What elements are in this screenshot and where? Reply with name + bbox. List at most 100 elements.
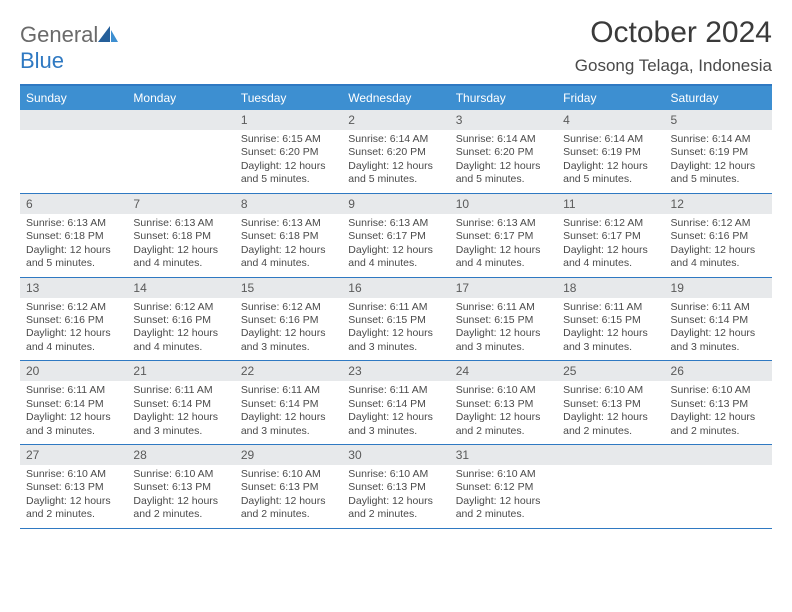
calendar-cell: 2Sunrise: 6:14 AMSunset: 6:20 PMDaylight… (342, 110, 449, 193)
daylight-text: Daylight: 12 hours and 3 minutes. (133, 411, 228, 438)
day-number: 17 (450, 278, 557, 298)
dayhdr-sat: Saturday (665, 86, 772, 110)
daylight-text: Daylight: 12 hours and 5 minutes. (563, 160, 658, 187)
sunset-text: Sunset: 6:13 PM (348, 481, 443, 494)
sunset-text: Sunset: 6:18 PM (241, 230, 336, 243)
day-number: 21 (127, 361, 234, 381)
day-number: 18 (557, 278, 664, 298)
day-number: 11 (557, 194, 664, 214)
calendar-head: Sunday Monday Tuesday Wednesday Thursday… (20, 86, 772, 110)
sunset-text: Sunset: 6:14 PM (26, 398, 121, 411)
day-number: 8 (235, 194, 342, 214)
daylight-text: Daylight: 12 hours and 4 minutes. (133, 327, 228, 354)
day-body: Sunrise: 6:10 AMSunset: 6:13 PMDaylight:… (20, 465, 127, 528)
sail-icon (98, 26, 118, 42)
daylight-text: Daylight: 12 hours and 3 minutes. (348, 327, 443, 354)
day-body: Sunrise: 6:11 AMSunset: 6:14 PMDaylight:… (235, 381, 342, 444)
day-number: 29 (235, 445, 342, 465)
calendar-row: 1Sunrise: 6:15 AMSunset: 6:20 PMDaylight… (20, 110, 772, 193)
dayhdr-sun: Sunday (20, 86, 127, 110)
day-body: Sunrise: 6:11 AMSunset: 6:15 PMDaylight:… (450, 298, 557, 361)
month-title: October 2024 (575, 16, 772, 50)
sunrise-text: Sunrise: 6:11 AM (241, 384, 336, 397)
day-number: 24 (450, 361, 557, 381)
calendar-cell: 28Sunrise: 6:10 AMSunset: 6:13 PMDayligh… (127, 445, 234, 529)
day-body: Sunrise: 6:11 AMSunset: 6:14 PMDaylight:… (127, 381, 234, 444)
calendar-cell: 12Sunrise: 6:12 AMSunset: 6:16 PMDayligh… (665, 193, 772, 277)
day-body: Sunrise: 6:14 AMSunset: 6:20 PMDaylight:… (342, 130, 449, 193)
dayhdr-wed: Wednesday (342, 86, 449, 110)
sunset-text: Sunset: 6:15 PM (563, 314, 658, 327)
location: Gosong Telaga, Indonesia (575, 56, 772, 76)
sunrise-text: Sunrise: 6:12 AM (563, 217, 658, 230)
sunset-text: Sunset: 6:13 PM (456, 398, 551, 411)
daylight-text: Daylight: 12 hours and 3 minutes. (348, 411, 443, 438)
sunrise-text: Sunrise: 6:11 AM (26, 384, 121, 397)
sunset-text: Sunset: 6:17 PM (563, 230, 658, 243)
daylight-text: Daylight: 12 hours and 4 minutes. (563, 244, 658, 271)
sunrise-text: Sunrise: 6:10 AM (26, 468, 121, 481)
calendar-cell: 13Sunrise: 6:12 AMSunset: 6:16 PMDayligh… (20, 277, 127, 361)
day-number: 7 (127, 194, 234, 214)
daylight-text: Daylight: 12 hours and 4 minutes. (26, 327, 121, 354)
day-number: 26 (665, 361, 772, 381)
brand-logo: General Blue (20, 16, 118, 74)
sunset-text: Sunset: 6:14 PM (133, 398, 228, 411)
sunrise-text: Sunrise: 6:12 AM (671, 217, 766, 230)
daybody-empty (665, 465, 772, 523)
sunrise-text: Sunrise: 6:13 AM (456, 217, 551, 230)
day-body: Sunrise: 6:15 AMSunset: 6:20 PMDaylight:… (235, 130, 342, 193)
day-body: Sunrise: 6:12 AMSunset: 6:16 PMDaylight:… (20, 298, 127, 361)
sunrise-text: Sunrise: 6:13 AM (133, 217, 228, 230)
sunset-text: Sunset: 6:16 PM (241, 314, 336, 327)
calendar-cell: 3Sunrise: 6:14 AMSunset: 6:20 PMDaylight… (450, 110, 557, 193)
sunset-text: Sunset: 6:19 PM (671, 146, 766, 159)
day-number: 13 (20, 278, 127, 298)
sunset-text: Sunset: 6:20 PM (241, 146, 336, 159)
daylight-text: Daylight: 12 hours and 3 minutes. (456, 327, 551, 354)
calendar-cell: 25Sunrise: 6:10 AMSunset: 6:13 PMDayligh… (557, 361, 664, 445)
daylight-text: Daylight: 12 hours and 4 minutes. (241, 244, 336, 271)
day-body: Sunrise: 6:11 AMSunset: 6:14 PMDaylight:… (665, 298, 772, 361)
sunrise-text: Sunrise: 6:11 AM (456, 301, 551, 314)
calendar-cell: 15Sunrise: 6:12 AMSunset: 6:16 PMDayligh… (235, 277, 342, 361)
brand-part1: General (20, 22, 98, 47)
sunrise-text: Sunrise: 6:10 AM (348, 468, 443, 481)
sunset-text: Sunset: 6:12 PM (456, 481, 551, 494)
calendar-cell: 19Sunrise: 6:11 AMSunset: 6:14 PMDayligh… (665, 277, 772, 361)
day-number: 16 (342, 278, 449, 298)
daynum-empty (557, 445, 664, 465)
day-body: Sunrise: 6:13 AMSunset: 6:18 PMDaylight:… (127, 214, 234, 277)
sunrise-text: Sunrise: 6:10 AM (456, 468, 551, 481)
daylight-text: Daylight: 12 hours and 2 minutes. (348, 495, 443, 522)
calendar-cell: 8 Sunrise: 6:13 AMSunset: 6:18 PMDaylight… (235, 193, 342, 277)
sunrise-text: Sunrise: 6:11 AM (348, 384, 443, 397)
calendar-row: 20Sunrise: 6:11 AMSunset: 6:14 PMDayligh… (20, 361, 772, 445)
day-body: Sunrise: 6:10 AMSunset: 6:13 PMDaylight:… (557, 381, 664, 444)
sunset-text: Sunset: 6:15 PM (348, 314, 443, 327)
daylight-text: Daylight: 12 hours and 3 minutes. (671, 327, 766, 354)
sunset-text: Sunset: 6:18 PM (133, 230, 228, 243)
day-body: Sunrise: 6:11 AMSunset: 6:15 PMDaylight:… (342, 298, 449, 361)
sunrise-text: Sunrise: 6:13 AM (241, 217, 336, 230)
day-body: Sunrise: 6:10 AMSunset: 6:13 PMDaylight:… (235, 465, 342, 528)
calendar-row: 13Sunrise: 6:12 AMSunset: 6:16 PMDayligh… (20, 277, 772, 361)
day-body: Sunrise: 6:11 AMSunset: 6:14 PMDaylight:… (342, 381, 449, 444)
daylight-text: Daylight: 12 hours and 3 minutes. (563, 327, 658, 354)
day-number: 23 (342, 361, 449, 381)
calendar-cell (665, 445, 772, 529)
sunrise-text: Sunrise: 6:14 AM (348, 133, 443, 146)
daylight-text: Daylight: 12 hours and 2 minutes. (456, 495, 551, 522)
sunrise-text: Sunrise: 6:14 AM (671, 133, 766, 146)
daylight-text: Daylight: 12 hours and 2 minutes. (26, 495, 121, 522)
calendar-cell: 14Sunrise: 6:12 AMSunset: 6:16 PMDayligh… (127, 277, 234, 361)
day-number: 31 (450, 445, 557, 465)
sunset-text: Sunset: 6:20 PM (456, 146, 551, 159)
day-body: Sunrise: 6:10 AMSunset: 6:13 PMDaylight:… (342, 465, 449, 528)
day-body: Sunrise: 6:12 AMSunset: 6:16 PMDaylight:… (235, 298, 342, 361)
calendar-cell: 29Sunrise: 6:10 AMSunset: 6:13 PMDayligh… (235, 445, 342, 529)
daynum-empty (127, 110, 234, 130)
sunrise-text: Sunrise: 6:12 AM (241, 301, 336, 314)
sunset-text: Sunset: 6:16 PM (671, 230, 766, 243)
sunset-text: Sunset: 6:13 PM (563, 398, 658, 411)
